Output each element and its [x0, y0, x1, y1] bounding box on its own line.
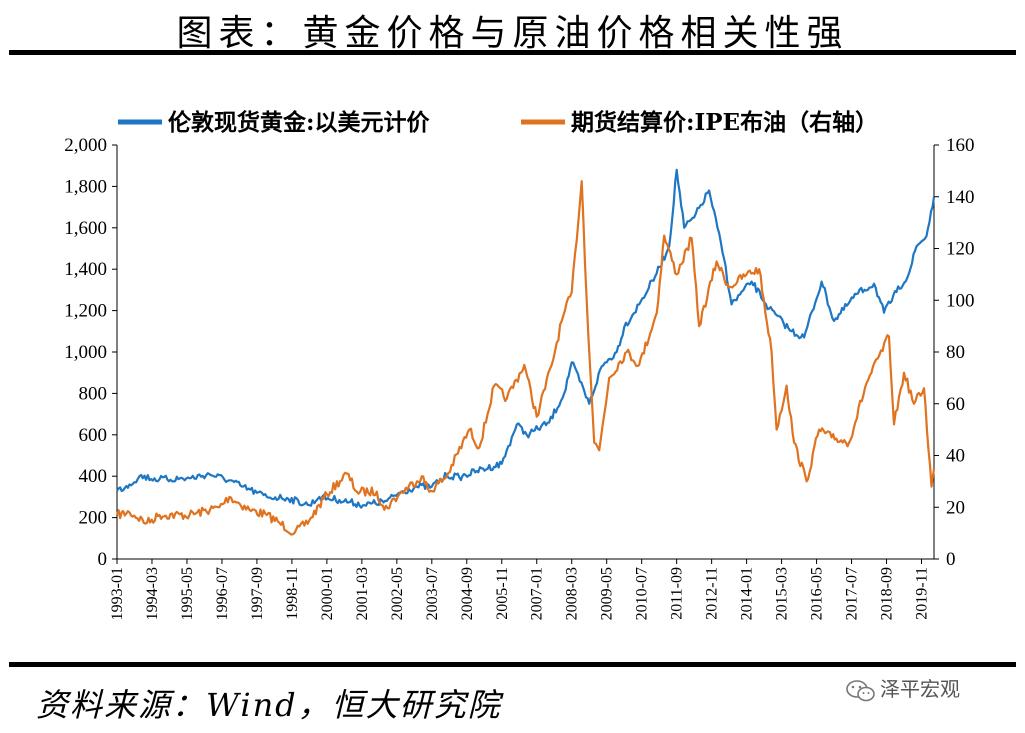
- page-title: 图表：黄金价格与原油价格相关性强: [176, 13, 849, 54]
- y-right-tick-label: 80: [946, 342, 965, 363]
- x-tick-label: 2003-07: [424, 567, 441, 620]
- y-right-tick-label: 60: [946, 394, 965, 415]
- x-tick-label: 2008-03: [564, 567, 581, 620]
- x-tick-label: 2017-07: [844, 567, 861, 620]
- y-right-tick-label: 120: [946, 239, 975, 260]
- y-left-tick-label: 2,000: [64, 135, 107, 156]
- y-left-tick-label: 400: [79, 466, 108, 487]
- watermark: 泽平宏观: [846, 673, 960, 702]
- x-tick-label: 2001-03: [354, 567, 371, 620]
- y-left-tick-label: 1,800: [64, 176, 107, 197]
- watermark-text: 泽平宏观: [880, 677, 960, 701]
- x-tick-label: 1996-07: [214, 567, 231, 620]
- source-note: 资料来源：Wind，恒大研究院: [36, 686, 502, 724]
- x-tick-label: 2009-05: [599, 567, 616, 620]
- y-left-tick-label: 600: [79, 425, 108, 446]
- x-tick-label: 1993-01: [109, 567, 126, 620]
- y-left-tick-label: 1,600: [64, 218, 107, 239]
- x-tick-label: 2018-09: [879, 567, 896, 620]
- y-right-tick-label: 0: [946, 549, 956, 570]
- x-tick-label: 1995-05: [179, 567, 196, 620]
- legend-gold-label: 伦敦现货黄金:以美元计价: [168, 109, 430, 136]
- legend-oil-label: 期货结算价:IPE布油（右轴）: [571, 109, 878, 136]
- x-tick-label: 1998-11: [284, 567, 301, 620]
- series-gold-layer: [116, 168, 936, 509]
- y-left-tick-label: 0: [98, 549, 108, 570]
- y-left-tick-label: 200: [79, 508, 108, 529]
- y-right-tick-label: 40: [946, 446, 965, 467]
- x-tick-label: 2019-11: [914, 567, 931, 620]
- y-left-tick-label: 1,400: [64, 259, 107, 280]
- y-left-tick-label: 1,000: [64, 342, 107, 363]
- y-right-tick-label: 140: [946, 187, 975, 208]
- y-left-tick-label: 1,200: [64, 301, 107, 322]
- x-tick-label: 2002-05: [389, 567, 406, 620]
- x-tick-label: 2007-01: [529, 567, 546, 620]
- x-tick-label: 1994-03: [144, 567, 161, 620]
- x-tick-label: 2004-09: [459, 567, 476, 620]
- y-right-tick-label: 160: [946, 135, 975, 156]
- series-line-series-gold: [116, 168, 936, 509]
- x-tick-label: 2005-11: [494, 567, 511, 620]
- chart-legend: 伦敦现货黄金:以美元计价 期货结算价:IPE布油（右轴）: [118, 109, 878, 136]
- x-tick-label: 1997-09: [249, 567, 266, 620]
- series-oil-layer: [115, 180, 936, 536]
- y-left-tick-label: 800: [79, 383, 108, 404]
- x-tick-label: 2015-03: [774, 567, 791, 620]
- wechat-icon: [846, 679, 875, 701]
- y-right-tick-label: 100: [946, 290, 975, 311]
- bottom-rule: [9, 662, 1016, 667]
- chart-axes: 02004006008001,0001,2001,4001,6001,8002,…: [64, 135, 974, 620]
- y-right-tick-label: 20: [946, 497, 965, 518]
- x-tick-label: 2016-05: [809, 567, 826, 620]
- series-line-series-oil: [115, 180, 936, 536]
- x-tick-label: 2010-07: [634, 567, 651, 620]
- x-tick-label: 2014-01: [739, 567, 756, 620]
- x-tick-label: 2011-09: [669, 567, 686, 620]
- top-rule: [9, 50, 1016, 55]
- x-tick-label: 2000-01: [319, 567, 336, 620]
- x-tick-label: 2012-11: [704, 567, 721, 620]
